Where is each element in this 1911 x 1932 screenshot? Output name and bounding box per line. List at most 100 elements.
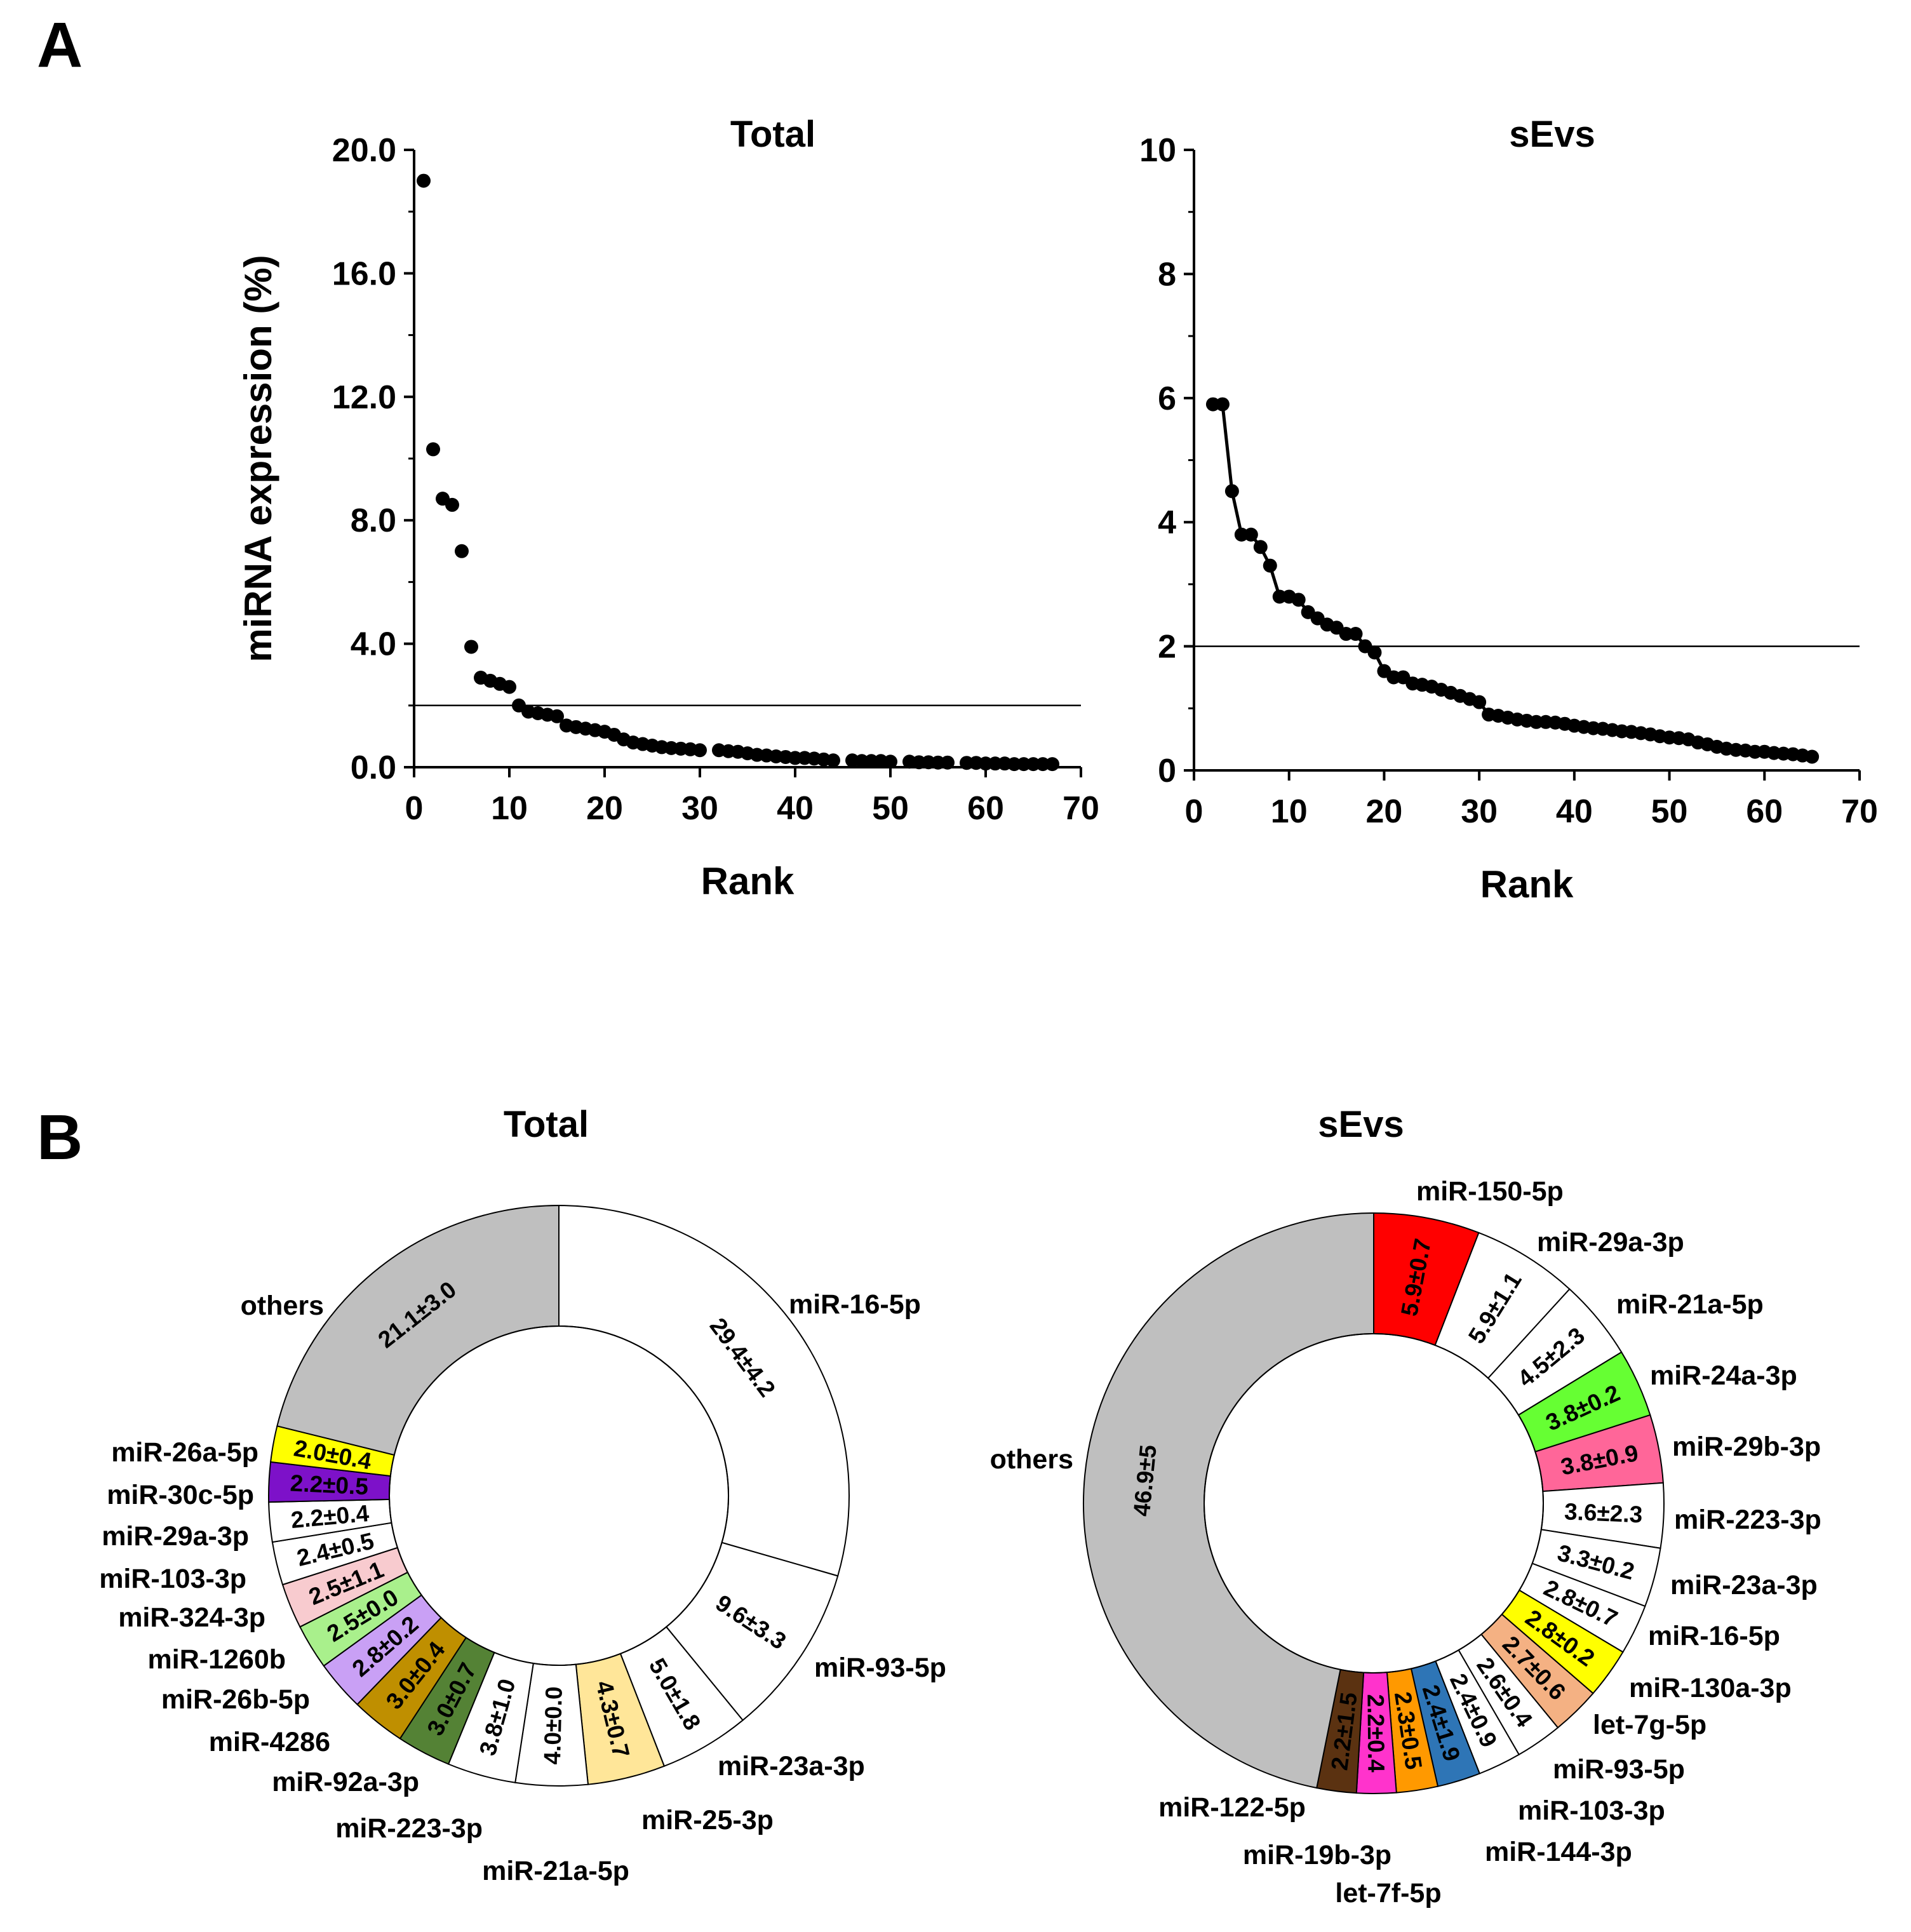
slice-label: miR-103-3p <box>1518 1795 1665 1826</box>
slice-label: let-7g-5p <box>1593 1710 1706 1740</box>
slice-label: miR-29a-3p <box>1537 1227 1684 1258</box>
slice-label: miR-324-3p <box>118 1602 265 1633</box>
slice-value: 3.6±2.3 <box>1564 1498 1643 1527</box>
x-tick-label: 0 <box>1185 793 1204 830</box>
x-tick-label: 30 <box>681 790 718 827</box>
x-tick-label: 20 <box>586 790 623 827</box>
slice-label: miR-19b-3p <box>1243 1840 1391 1870</box>
data-point <box>693 743 707 758</box>
y-axis-label: miRNA expression (%) <box>237 255 279 662</box>
data-point <box>445 497 459 512</box>
slice-label: miR-150-5p <box>1416 1176 1564 1207</box>
data-point <box>1367 645 1382 660</box>
data-point <box>1045 757 1059 772</box>
slice-label: miR-16-5p <box>789 1289 921 1320</box>
slice-label: others <box>990 1444 1073 1475</box>
data-point <box>1215 397 1230 412</box>
y-tick-label: 4 <box>1158 504 1176 541</box>
data-point <box>550 709 564 723</box>
slice-label: miR-29b-3p <box>1672 1432 1821 1462</box>
x-tick-label: 70 <box>1063 790 1099 827</box>
slice-others <box>1083 1212 1374 1789</box>
data-point <box>1805 749 1820 764</box>
x-axis-label: Rank <box>701 860 795 902</box>
slice-label: miR-23a-3p <box>718 1751 865 1781</box>
y-tick-label: 4.0 <box>351 626 396 663</box>
y-tick-label: 8.0 <box>351 502 396 539</box>
y-tick-label: 8 <box>1158 256 1176 293</box>
data-point <box>1263 558 1277 573</box>
y-tick-label: 0 <box>1158 753 1176 789</box>
data-point <box>826 753 840 768</box>
y-tick-label: 10 <box>1139 132 1176 169</box>
x-tick-label: 60 <box>967 790 1004 827</box>
data-point <box>464 640 478 654</box>
rank-chart-total: Total 0.0 4.0 8.0 12.0 16.0 20.0 0 10 20 30 40 50 60 7… <box>237 114 1099 902</box>
x-axis-label: Rank <box>1480 863 1574 906</box>
slice-miR-16-5p <box>558 1204 850 1577</box>
slice-label: miR-16-5p <box>1648 1621 1780 1651</box>
x-tick-label: 10 <box>1271 793 1308 830</box>
data-point <box>1348 627 1363 641</box>
slice-label: miR-122-5p <box>1158 1792 1306 1823</box>
slice-label: miR-1260b <box>148 1644 286 1675</box>
x-tick-label: 70 <box>1841 793 1878 830</box>
y-tick-label: 16.0 <box>332 255 396 292</box>
slice-label: miR-26a-5p <box>111 1437 258 1468</box>
donut-hole <box>389 1325 729 1666</box>
y-tick-label: 20.0 <box>332 132 396 169</box>
x-tick-label: 20 <box>1366 793 1403 830</box>
data-point <box>1472 695 1487 709</box>
data-point <box>1224 484 1239 499</box>
data-point <box>1291 593 1306 607</box>
chart-title: sEvs <box>1318 1104 1404 1145</box>
slice-label: miR-21a-5p <box>1616 1289 1764 1320</box>
y-tick-label: 0.0 <box>351 749 396 786</box>
slice-label: miR-26b-5p <box>161 1684 310 1715</box>
slice-label: miR-130a-3p <box>1629 1673 1792 1703</box>
slice-label: miR-24a-3p <box>1650 1360 1797 1391</box>
rank-chart-sevs: sEvs 0 2 4 6 8 10 0 10 20 30 40 50 60 70 Rank <box>1139 114 1878 906</box>
data-point <box>1244 527 1258 542</box>
slice-label: miR-223-3p <box>1674 1505 1821 1535</box>
panel-a-label: A <box>37 10 83 81</box>
slice-value: 2.2±0.4 <box>1362 1694 1389 1773</box>
x-tick-label: 0 <box>405 790 424 827</box>
data-point <box>1253 540 1268 554</box>
data-point <box>941 755 955 770</box>
chart-title: Total <box>504 1104 589 1145</box>
panel-b-label: B <box>37 1102 83 1173</box>
chart-title: sEvs <box>1509 114 1595 155</box>
x-tick-label: 30 <box>1461 793 1498 830</box>
x-tick-label: 40 <box>1556 793 1593 830</box>
slice-label: miR-29a-3p <box>102 1521 249 1552</box>
slice-label: miR-144-3p <box>1485 1837 1632 1867</box>
slice-label: miR-4286 <box>209 1727 330 1757</box>
slice-value: 4.0±0.0 <box>539 1686 567 1765</box>
slice-label: miR-21a-5p <box>482 1856 629 1886</box>
y-tick-label: 2 <box>1158 629 1176 666</box>
y-tick-label: 12.0 <box>332 379 396 416</box>
slice-label: miR-103-3p <box>99 1564 246 1594</box>
slice-label: miR-223-3p <box>335 1813 483 1844</box>
x-tick-label: 60 <box>1746 793 1783 830</box>
slice-value: 2.2±0.5 <box>290 1470 369 1500</box>
y-tick-label: 6 <box>1158 380 1176 417</box>
data-point <box>883 755 897 769</box>
data-point <box>417 173 431 188</box>
data-point <box>426 442 440 457</box>
x-tick-label: 50 <box>1651 793 1688 830</box>
slice-label: miR-92a-3p <box>272 1767 419 1797</box>
slice-label: miR-93-5p <box>1553 1754 1685 1785</box>
series-line <box>1212 403 1813 758</box>
data-point <box>455 544 469 558</box>
slice-label: miR-23a-3p <box>1670 1570 1818 1600</box>
donut-chart-total: Total29.4±4.2miR-16-5p9.6±3.3miR-93-5p5.… <box>99 1104 946 1886</box>
slice-label: miR-30c-5p <box>107 1480 254 1510</box>
x-tick-label: 40 <box>777 790 814 827</box>
slice-label: let-7f-5p <box>1335 1878 1441 1909</box>
slice-label: others <box>241 1291 324 1321</box>
donut-chart-sevs: sEvs5.9±0.7miR-150-5p5.9±1.1miR-29a-3p4.… <box>990 1104 1821 1909</box>
x-tick-label: 50 <box>872 790 909 827</box>
